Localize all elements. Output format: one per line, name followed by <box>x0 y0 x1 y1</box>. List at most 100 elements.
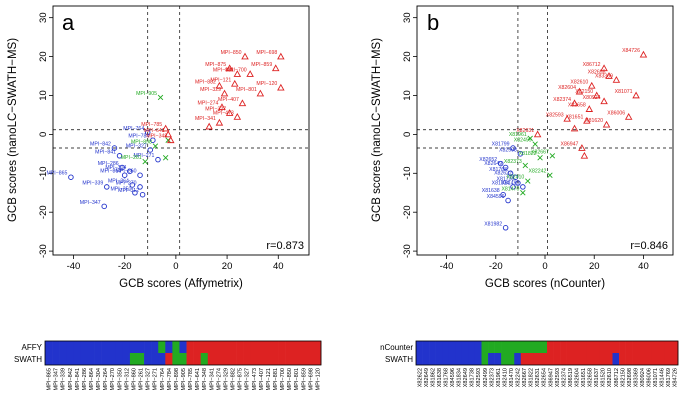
heatmap-cell <box>45 341 53 353</box>
data-point: X81834 <box>492 180 516 190</box>
point-label: MPI−270 <box>116 180 137 186</box>
heatmap-cell <box>200 353 209 365</box>
heatmap-cell <box>221 353 230 365</box>
heatmap-cell <box>461 353 469 365</box>
point-label: X82652 <box>479 157 497 163</box>
heatmap-cell <box>144 341 152 353</box>
heatmap-cell <box>638 353 646 365</box>
triangle-marker <box>164 130 172 138</box>
heatmap-column-label: X82150 <box>620 368 626 387</box>
x-marker <box>152 143 159 149</box>
heatmap-cell <box>250 353 258 365</box>
circle-marker <box>517 151 524 157</box>
triangle-marker <box>600 97 608 105</box>
heatmap-cell <box>264 353 272 365</box>
data-point: X82593 <box>546 112 571 122</box>
x-marker <box>537 155 543 161</box>
heatmap-column-label: MPI−304 <box>96 368 102 391</box>
heatmap-cell <box>605 341 613 353</box>
y-tick-label: -10 <box>38 166 49 180</box>
triangle-marker <box>277 52 285 60</box>
heatmap-cell <box>45 353 53 365</box>
data-point: X82649 <box>484 161 509 171</box>
heatmap-column-label: MPI−312 <box>124 368 130 391</box>
circle-marker <box>502 164 509 171</box>
data-point: MPI−860 <box>116 169 143 178</box>
data-point: MPI−700 <box>226 68 254 77</box>
triangle-marker <box>161 124 170 132</box>
heatmap-cell <box>605 353 613 365</box>
heatmap-column-label: MPI−347 <box>54 368 60 391</box>
circle-marker <box>137 184 143 190</box>
point-label: X82667 <box>531 149 549 155</box>
heatmap-cell <box>144 353 152 365</box>
x-tick-label: 40 <box>273 261 284 272</box>
heatmap-cell <box>229 353 237 365</box>
heatmap-cell <box>207 341 216 353</box>
heatmap-cell <box>632 341 639 353</box>
point-label: X86006 <box>607 110 625 116</box>
data-point: MPI−698 <box>256 50 285 60</box>
heatmap-cell <box>73 341 81 353</box>
heatmap-column-label: X86519 <box>568 368 574 387</box>
triangle-marker <box>570 99 579 107</box>
point-label: X81768 <box>489 167 507 173</box>
heatmap-cell <box>115 341 124 353</box>
heatmap-cell <box>520 341 528 353</box>
data-point: X86006 <box>607 110 633 120</box>
heatmap-cell <box>292 353 301 365</box>
point-label: MPI−271 <box>134 153 155 159</box>
heatmap-column-label: X81651 <box>581 368 587 387</box>
heatmap-cell <box>645 341 653 353</box>
reference-lines-a <box>53 6 309 255</box>
point-label: MPI−842 <box>90 142 111 148</box>
point-label: X80924 <box>583 95 601 101</box>
point-label: X82499 <box>514 138 532 144</box>
point-label: MPI−881 <box>213 68 234 74</box>
point-label: MPI−407 <box>218 97 239 103</box>
triangle-marker <box>612 75 621 83</box>
heatmap-cell <box>137 353 145 365</box>
heatmap-column-label: MPI−859 <box>301 368 307 391</box>
triangle-marker <box>271 64 280 72</box>
heatmap-column-label: X81446 <box>660 368 666 387</box>
heatmap-cell <box>94 353 102 365</box>
heatmap-column-label: X81071 <box>653 368 659 387</box>
heatmap-cell <box>520 353 528 365</box>
heatmap-column-label: MPI−348 <box>202 368 208 391</box>
heatmap-cell <box>179 341 187 353</box>
heatmap-column-label: MPI−764 <box>160 368 166 391</box>
heatmap-cell <box>264 341 272 353</box>
heatmap-column-label: MPI−121 <box>266 368 272 391</box>
heatmap-cell <box>547 341 554 353</box>
triangle-marker <box>218 103 226 111</box>
heatmap-cell <box>193 353 201 365</box>
heatmap-cell <box>514 341 522 353</box>
heatmap-column-label: X81834 <box>457 368 463 387</box>
x-marker <box>525 178 531 184</box>
point-label: X82593 <box>499 147 517 153</box>
heatmap-cell <box>214 353 223 365</box>
heatmap-column-label: MPI−905 <box>181 368 187 391</box>
data-point: X81651 <box>565 114 591 124</box>
heatmap-column-label: X82631 <box>535 368 541 387</box>
heatmap-cell <box>59 353 67 365</box>
heatmap-column-label: MPI−875 <box>238 368 244 391</box>
point-label: MPI−641 <box>144 128 165 134</box>
heatmap-column-label: X82499 <box>483 368 489 387</box>
heatmap-cell <box>448 341 456 353</box>
heatmap-column-label: X82649 <box>424 368 430 387</box>
point-label: MPI−698 <box>256 50 277 56</box>
heatmap-cell <box>612 341 620 353</box>
heatmap-cell <box>540 341 548 353</box>
heatmap-cell <box>186 341 194 353</box>
triangle-marker <box>585 105 594 112</box>
heatmap-cell <box>129 341 138 353</box>
data-point: MPI−327 <box>126 143 154 153</box>
x-tick-label: -40 <box>67 261 81 272</box>
circle-marker <box>507 170 514 177</box>
point-label: X82150 <box>575 89 593 95</box>
point-label: MPI−473 <box>213 110 234 116</box>
data-point: X82373 <box>504 159 529 169</box>
